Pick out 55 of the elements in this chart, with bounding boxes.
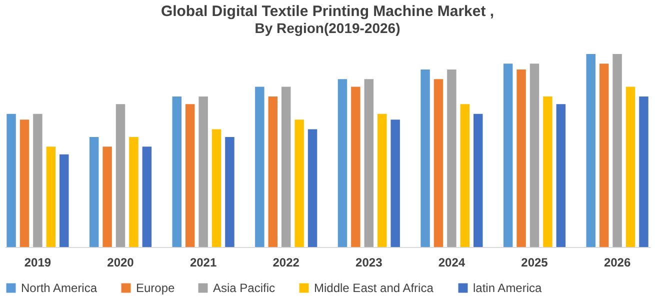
bar: [460, 104, 470, 247]
bar: [20, 120, 30, 247]
bar: [556, 104, 566, 247]
legend-label: Middle East and Africa: [314, 281, 434, 295]
bar: [639, 96, 648, 247]
bar: [434, 79, 444, 247]
bar: [33, 114, 42, 247]
bar: [586, 54, 596, 247]
bar: [530, 64, 540, 247]
x-tick-label: 2024: [438, 256, 466, 270]
bar: [626, 86, 636, 247]
bar: [172, 96, 182, 247]
bar: [102, 146, 112, 247]
bar: [364, 79, 374, 247]
legend-label: latin America: [473, 281, 542, 295]
bar: [377, 114, 387, 247]
bar: [6, 114, 16, 247]
bar: [390, 120, 400, 247]
bar: [225, 136, 234, 247]
legend-label: North America: [21, 281, 98, 295]
bar: [60, 154, 69, 247]
bar: [543, 96, 552, 247]
bar: [198, 96, 208, 247]
bar: [116, 104, 126, 247]
bar: [255, 86, 264, 247]
bar: [474, 114, 483, 247]
bar: [420, 69, 430, 247]
bar: [129, 136, 138, 247]
bar: [516, 69, 526, 247]
chart-title: Global Digital Textile Printing Machine Market ,: [160, 3, 494, 20]
x-tick-label: 2023: [356, 256, 383, 270]
bar: [599, 64, 609, 247]
bar: [351, 86, 360, 247]
bar: [447, 69, 456, 247]
bar: [281, 86, 291, 247]
bar: [142, 146, 152, 247]
bar: [212, 129, 222, 247]
bar: [294, 120, 304, 247]
bar: [503, 64, 513, 247]
x-tick-label: 2019: [24, 256, 52, 270]
bar: [185, 104, 195, 247]
bar: [612, 54, 622, 247]
bar: [338, 79, 348, 247]
bar: [89, 136, 99, 247]
bar: [46, 146, 56, 247]
legend-label: Europe: [136, 281, 176, 295]
x-tick-label: 2021: [190, 256, 217, 270]
x-tick-label: 2025: [521, 256, 548, 270]
x-tick-label: 2020: [107, 256, 134, 270]
bar: [268, 96, 278, 247]
legend-label: Asia Pacific: [213, 281, 276, 295]
bar: [308, 129, 318, 247]
x-tick-label: 2022: [272, 256, 300, 270]
x-tick-label: 2026: [604, 256, 631, 270]
chart-subtitle: By Region(2019-2026): [254, 20, 400, 36]
